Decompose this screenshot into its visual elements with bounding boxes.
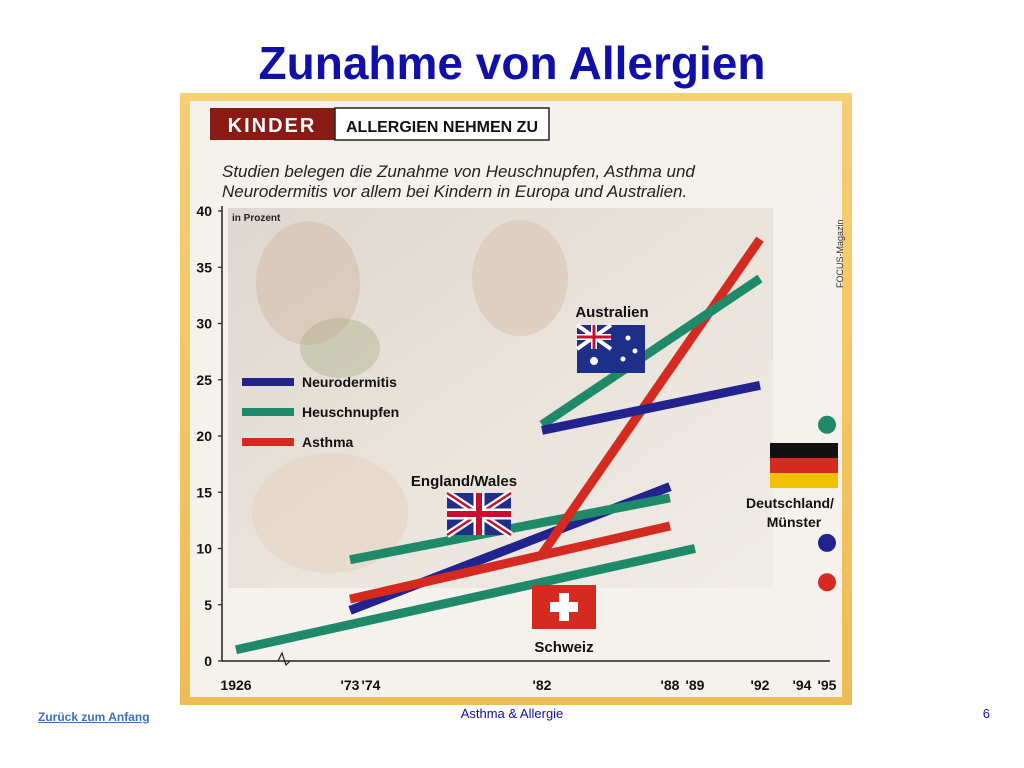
- x-tick-label: '89: [686, 677, 705, 693]
- series-line-australien-heuschnupfen: [539, 274, 763, 429]
- photo-face-woman: [256, 221, 360, 345]
- point-germany-heuschnupfen: [818, 415, 836, 434]
- swiss-flag: [532, 585, 596, 629]
- series-lines: [235, 236, 764, 655]
- kinder-badge-text: KINDER: [228, 115, 317, 137]
- series-line-schweiz-heuschnupfen: [235, 544, 696, 655]
- source-label: FOCUS-Magazin: [835, 219, 845, 288]
- page-number: 6: [982, 706, 990, 721]
- x-tick-label: '74: [362, 677, 381, 693]
- y-tick-label: 15: [196, 484, 212, 500]
- legend-label-asthma: Asthma: [302, 434, 354, 450]
- chart-subtitle-line2: Neurodermitis vor allem bei Kindern in E…: [222, 182, 687, 201]
- y-tick-label: 35: [196, 259, 212, 275]
- x-tick-label: '73: [341, 677, 360, 693]
- photo-face-girl: [472, 220, 568, 336]
- y-axis-label: in Prozent: [232, 213, 281, 224]
- photo-flowers: [300, 318, 380, 378]
- chart-figure: KINDER ALLERGIEN NEHMEN ZU Studien beleg…: [180, 93, 852, 705]
- heading-box: [334, 107, 550, 141]
- region-label-deutschland: Deutschland/: [746, 495, 834, 511]
- region-label-australien: Australien: [575, 304, 648, 321]
- x-tick-label: 1926: [220, 677, 251, 693]
- kinder-badge: [210, 108, 335, 140]
- x-tick-label: '82: [533, 677, 552, 693]
- y-tick-label: 5: [204, 597, 212, 613]
- australia-flag: [575, 323, 645, 373]
- point-germany-neurodermitis: [818, 533, 836, 552]
- footer-topic: Asthma & Allergie: [460, 706, 564, 721]
- germany-flag: [770, 443, 838, 488]
- back-to-start-link[interactable]: Zurück zum Anfang: [38, 710, 150, 724]
- y-tick-label: 10: [196, 541, 212, 557]
- region-label-muenster: Münster: [767, 514, 822, 530]
- chart-subtitle-line1: Studien belegen die Zunahme von Heuschnu…: [222, 162, 695, 181]
- legend-label-neurodermitis: Neurodermitis: [302, 374, 397, 390]
- x-ticks: 1926 '73'74 '82 '88 '89 '92 '94 '95: [220, 677, 836, 693]
- y-ticks: 0 5 10 15 20 25 30 35 40: [196, 203, 222, 669]
- germany-points: [818, 415, 836, 592]
- y-tick-label: 30: [196, 316, 212, 332]
- chart-heading: ALLERGIEN NEHMEN ZU: [346, 119, 538, 136]
- slide-title: Zunahme von Allergien: [258, 37, 766, 89]
- x-tick-label: '88: [661, 677, 680, 693]
- y-tick-label: 25: [196, 372, 212, 388]
- y-tick-label: 0: [204, 653, 212, 669]
- series-line-australien-neurodermitis: [541, 380, 761, 435]
- point-germany-asthma: [818, 573, 836, 592]
- series-line-australien-asthma: [538, 236, 764, 557]
- series-line-england-wales-asthma: [348, 521, 672, 604]
- x-tick-label: '95: [818, 677, 837, 693]
- legend: Neurodermitis Heuschnupfen Asthma: [242, 374, 399, 450]
- photo-face-baby: [252, 453, 408, 573]
- uk-flag: [445, 490, 513, 538]
- legend-label-heuschnupfen: Heuschnupfen: [302, 404, 399, 420]
- x-tick-label: '94: [793, 677, 812, 693]
- region-label-england-wales: England/Wales: [411, 473, 517, 490]
- axis-break-mark: [277, 651, 291, 667]
- x-tick-label: '92: [751, 677, 770, 693]
- region-label-schweiz: Schweiz: [534, 639, 593, 656]
- y-tick-label: 40: [196, 203, 212, 219]
- y-tick-label: 20: [196, 428, 212, 444]
